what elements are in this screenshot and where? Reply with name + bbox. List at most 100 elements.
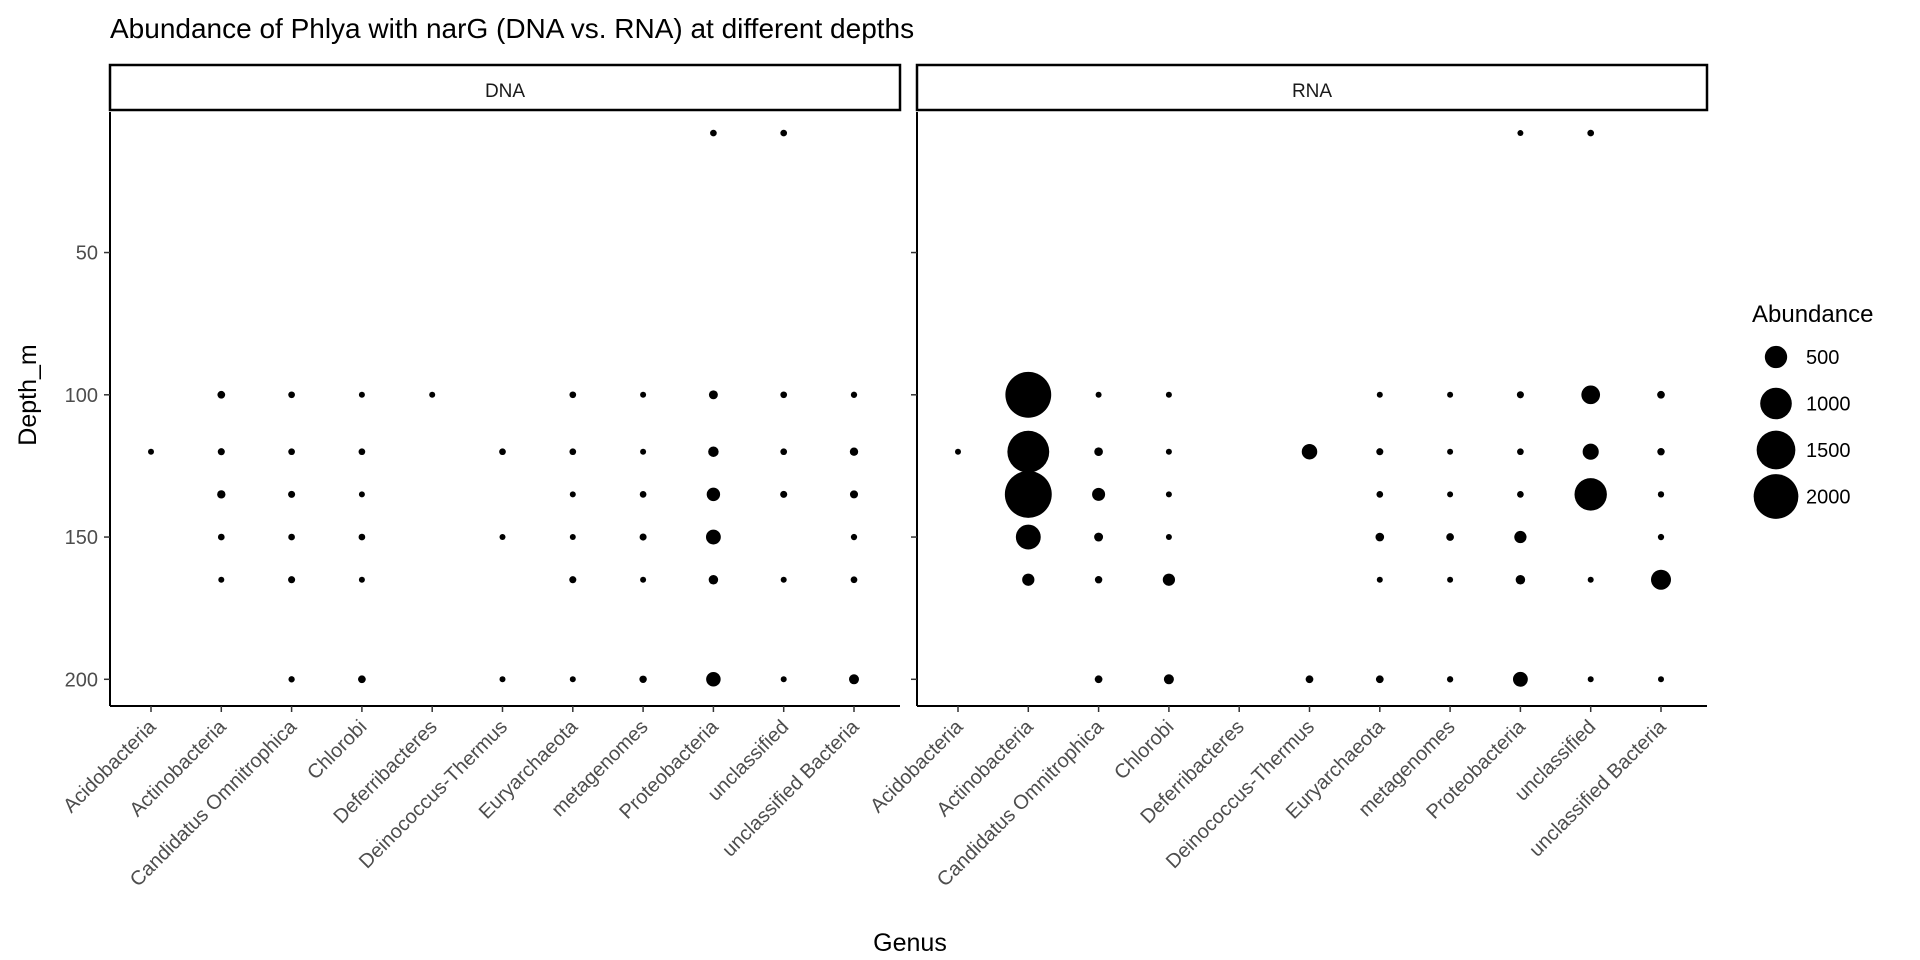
- data-point: [1376, 576, 1383, 583]
- data-point: [705, 529, 721, 545]
- data-point: [1517, 491, 1524, 498]
- data-point: [1022, 573, 1035, 586]
- facet-strip: [108, 63, 902, 112]
- data-point: [850, 576, 858, 584]
- data-point: [640, 391, 647, 398]
- data-point: [1658, 676, 1664, 683]
- data-point: [1447, 391, 1454, 398]
- data-point: [1165, 391, 1172, 398]
- size-legend-label: 1500: [1806, 440, 1851, 462]
- y-tick-label: 200: [65, 669, 98, 691]
- data-point: [780, 490, 788, 498]
- data-point: [640, 448, 647, 455]
- data-point: [1574, 478, 1607, 511]
- data-point: [1376, 448, 1384, 456]
- data-point: [1165, 534, 1172, 541]
- data-point: [288, 448, 295, 456]
- y-tick-label: 100: [65, 385, 98, 407]
- data-point: [1092, 487, 1106, 501]
- data-point: [569, 676, 576, 683]
- data-point: [1375, 675, 1384, 684]
- facet-strip-label: DNA: [485, 81, 525, 102]
- data-point: [1657, 533, 1665, 541]
- data-point: [429, 391, 436, 398]
- data-point: [358, 675, 366, 684]
- data-point: [780, 676, 787, 683]
- data-point: [1162, 573, 1176, 586]
- data-point: [569, 391, 577, 399]
- data-point: [499, 448, 506, 456]
- y-tick-label: 150: [65, 527, 98, 549]
- data-point: [569, 576, 577, 584]
- data-point: [1582, 443, 1599, 460]
- data-point: [1651, 569, 1671, 590]
- data-point: [1587, 129, 1595, 137]
- data-point: [1094, 576, 1103, 584]
- data-point: [1657, 447, 1665, 456]
- data-point: [639, 675, 647, 684]
- data-point: [1512, 671, 1528, 687]
- chart-title: Abundance of Phlya with narG (DNA vs. RN…: [110, 13, 914, 44]
- data-point: [1005, 371, 1052, 418]
- data-point: [1515, 574, 1526, 585]
- data-point: [499, 534, 506, 541]
- data-point: [708, 390, 718, 400]
- data-point: [217, 490, 226, 499]
- data-point: [706, 672, 721, 687]
- data-point: [1094, 447, 1103, 457]
- data-point: [358, 491, 365, 498]
- data-point: [1446, 533, 1454, 541]
- y-tick-label: 50: [76, 243, 98, 265]
- data-point: [706, 487, 721, 502]
- data-point: [850, 391, 858, 398]
- data-point: [358, 576, 365, 583]
- data-point: [1165, 491, 1172, 498]
- data-point: [1376, 391, 1383, 398]
- facet-strip-label: RNA: [1292, 81, 1332, 102]
- data-point: [639, 533, 647, 541]
- data-point: [849, 490, 859, 499]
- x-axis-label: Genus: [873, 929, 947, 957]
- data-point: [708, 574, 719, 585]
- data-point: [780, 391, 788, 399]
- data-point: [1301, 443, 1318, 460]
- size-legend-label: 1000: [1806, 394, 1851, 416]
- data-point: [708, 446, 719, 457]
- data-point: [569, 534, 576, 541]
- y-axis-label: Depth_m: [14, 344, 42, 445]
- size-legend-label: 2000: [1806, 487, 1851, 509]
- data-point: [1375, 532, 1385, 542]
- data-point: [1587, 576, 1594, 583]
- data-point: [1446, 676, 1454, 683]
- data-point: [849, 447, 859, 456]
- data-point: [1657, 491, 1665, 498]
- data-point: [288, 676, 295, 683]
- data-point: [1657, 390, 1665, 399]
- data-point: [1305, 675, 1314, 684]
- data-point: [640, 576, 647, 583]
- data-point: [1517, 448, 1524, 456]
- data-point: [1004, 470, 1052, 518]
- data-point: [1587, 676, 1594, 683]
- data-point: [288, 533, 295, 541]
- data-point: [569, 448, 577, 456]
- data-point: [218, 576, 225, 583]
- data-point: [1163, 674, 1174, 685]
- data-point: [780, 448, 788, 456]
- data-point: [1094, 675, 1103, 684]
- data-point: [849, 674, 859, 685]
- data-point: [955, 448, 961, 455]
- data-point: [358, 391, 365, 398]
- data-point: [288, 391, 295, 399]
- data-point: [780, 576, 787, 583]
- data-point: [569, 491, 576, 498]
- size-legend-label: 500: [1806, 347, 1839, 369]
- size-legend-title: Abundance: [1752, 301, 1873, 328]
- data-point: [217, 448, 225, 456]
- data-point: [780, 129, 788, 137]
- data-point: [1447, 448, 1454, 455]
- data-point: [1094, 532, 1104, 542]
- data-point: [1447, 491, 1454, 498]
